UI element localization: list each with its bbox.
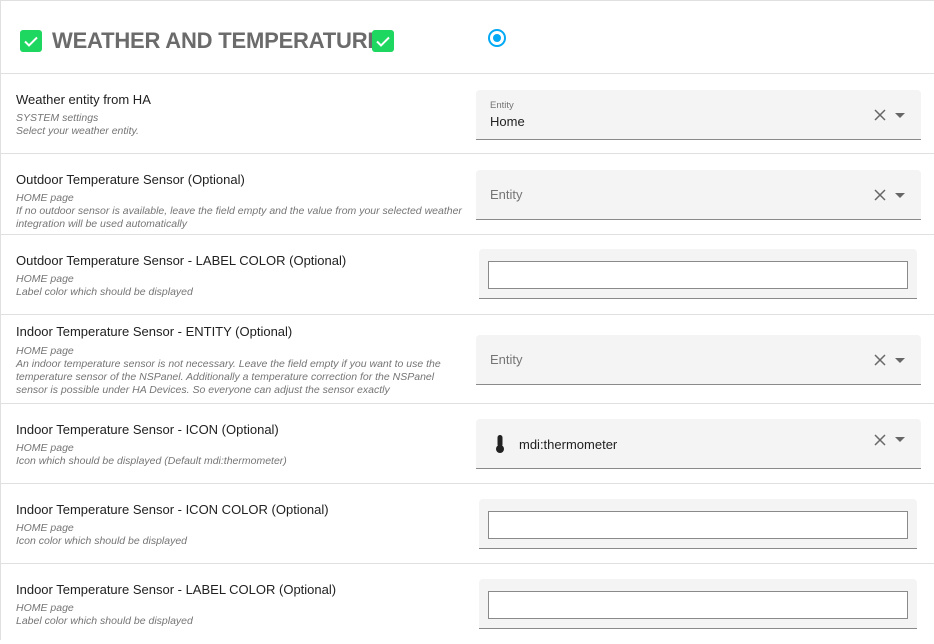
setting-label: Indoor Temperature Sensor - ICON COLOR (… <box>16 502 329 517</box>
dropdown-arrow-icon[interactable] <box>895 113 905 118</box>
color-input[interactable] <box>488 591 908 619</box>
setting-description: SYSTEM settings Select your weather entit… <box>16 112 139 137</box>
dropdown-arrow-icon[interactable] <box>895 358 905 363</box>
field-placeholder: Entity <box>490 187 523 202</box>
setting-label: Outdoor Temperature Sensor - LABEL COLOR… <box>16 253 347 268</box>
setting-description: HOME page Icon color which should be disp… <box>16 522 188 547</box>
clear-icon[interactable] <box>873 188 887 202</box>
setting-label: Indoor Temperature Sensor - ICON (Option… <box>16 422 279 437</box>
setting-row-outdoor-label-color: Outdoor Temperature Sensor - LABEL COLOR… <box>1 235 934 315</box>
clear-icon[interactable] <box>873 108 887 122</box>
color-input[interactable] <box>488 511 908 539</box>
indoor-icon-color-field <box>479 499 917 549</box>
dropdown-arrow-icon[interactable] <box>895 437 905 442</box>
setting-row-indoor-icon: Indoor Temperature Sensor - ICON (Option… <box>1 404 934 484</box>
outdoor-sensor-picker[interactable]: Entity <box>476 170 921 220</box>
setting-description: HOME page Icon which should be displayed … <box>16 442 287 467</box>
indoor-icon-picker[interactable]: mdi:thermometer <box>476 419 921 469</box>
indoor-label-color-field <box>479 579 917 629</box>
clear-icon[interactable] <box>873 353 887 367</box>
field-label: Entity <box>490 100 514 111</box>
check-icon <box>20 30 42 52</box>
setting-row-weather-entity: Weather entity from HA SYSTEM settings Se… <box>1 74 934 154</box>
setting-label: Weather entity from HA <box>16 92 151 107</box>
setting-description: HOME page If no outdoor sensor is availab… <box>16 192 462 230</box>
setting-label: Indoor Temperature Sensor - LABEL COLOR … <box>16 582 337 597</box>
section-header: WEATHER AND TEMPERATURE <box>1 1 934 74</box>
setting-description: HOME page An indoor temperature sensor is… <box>16 345 441 396</box>
check-icon <box>372 30 394 52</box>
field-value: mdi:thermometer <box>519 437 618 452</box>
setting-description: HOME page Label color which should be dis… <box>16 602 193 627</box>
setting-label: Outdoor Temperature Sensor (Optional) <box>16 172 245 187</box>
setting-row-indoor-label-color: Indoor Temperature Sensor - LABEL COLOR … <box>1 564 934 644</box>
setting-row-outdoor-sensor: Outdoor Temperature Sensor (Optional) HO… <box>1 154 934 235</box>
clear-icon[interactable] <box>873 433 887 447</box>
dropdown-arrow-icon[interactable] <box>895 193 905 198</box>
indoor-sensor-picker[interactable]: Entity <box>476 335 921 385</box>
weather-entity-picker[interactable]: Entity Home <box>476 90 921 140</box>
setting-row-indoor-entity: Indoor Temperature Sensor - ENTITY (Opti… <box>1 315 934 404</box>
outdoor-label-color-field <box>479 249 917 299</box>
field-placeholder: Entity <box>490 352 523 367</box>
color-input[interactable] <box>488 261 908 289</box>
setting-description: HOME page Label color which should be dis… <box>16 273 193 298</box>
setting-row-indoor-icon-color: Indoor Temperature Sensor - ICON COLOR (… <box>1 484 934 564</box>
setting-label: Indoor Temperature Sensor - ENTITY (Opti… <box>16 324 293 339</box>
thermometer-icon <box>496 435 504 453</box>
section-radio[interactable] <box>488 29 506 47</box>
section-title: WEATHER AND TEMPERATURE <box>52 28 382 53</box>
field-value: Home <box>490 114 525 129</box>
